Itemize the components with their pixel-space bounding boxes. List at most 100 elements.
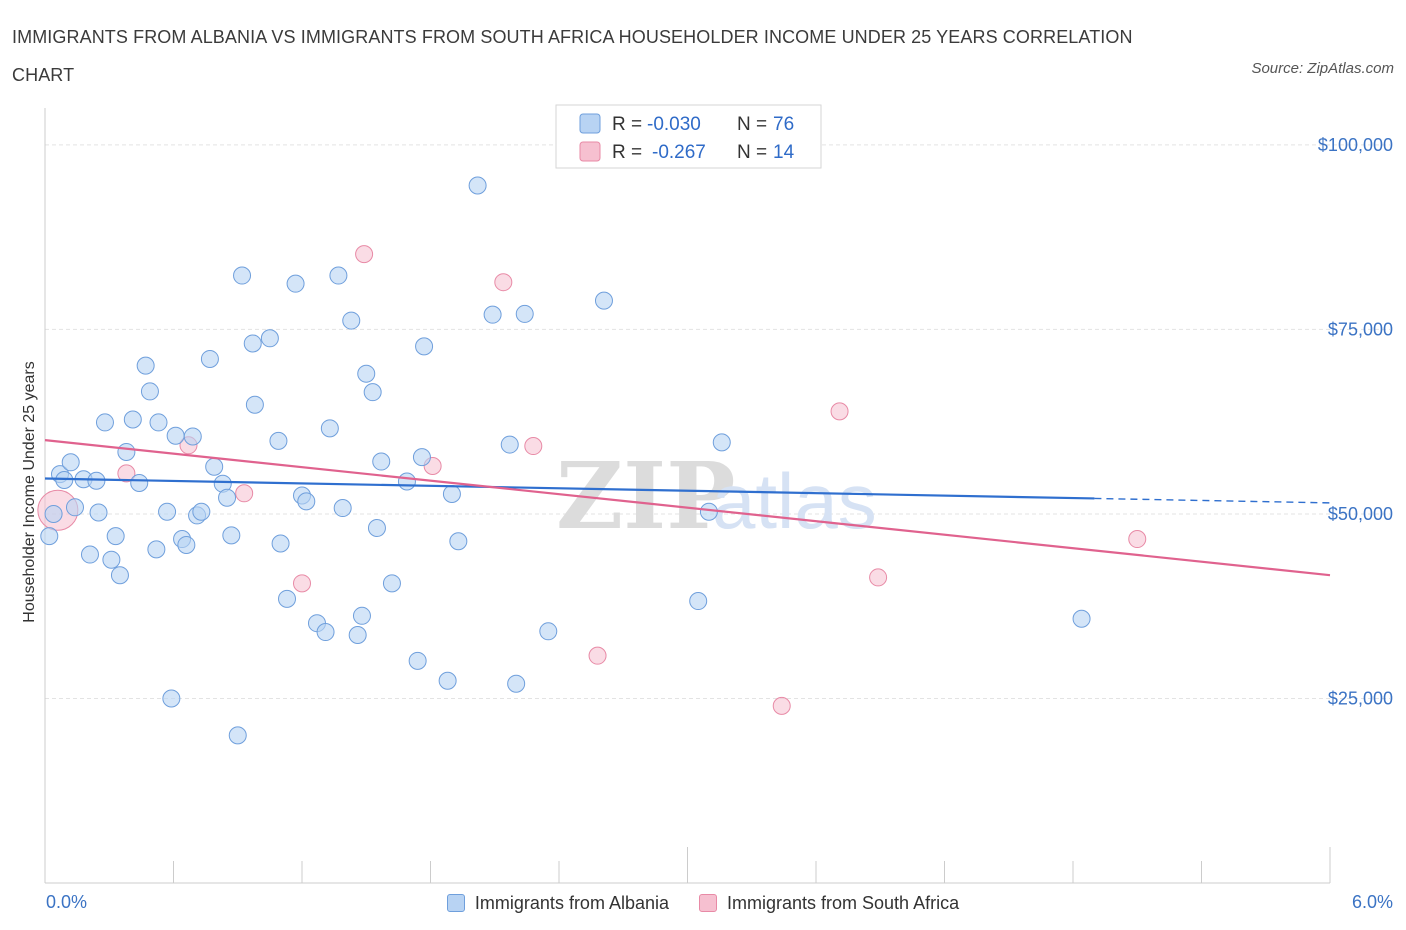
stats-legend-n-value-albania: 76 bbox=[773, 114, 794, 135]
albania-point-57 bbox=[382, 574, 401, 593]
albania-point-61 bbox=[415, 337, 434, 356]
x-tick-label-0: 0.0% bbox=[46, 892, 87, 912]
series-legend-label-albania: Immigrants from Albania bbox=[474, 892, 669, 913]
series-legend-swatch-south-africa bbox=[699, 894, 717, 912]
stats-legend-n-label-south-africa: N = bbox=[737, 142, 767, 163]
albania-point-16 bbox=[130, 473, 149, 492]
stats-legend-r-label-south-africa: R = bbox=[612, 142, 642, 163]
albania-point-25 bbox=[177, 535, 196, 554]
albania-point-23 bbox=[166, 426, 185, 445]
south-africa-point-8 bbox=[524, 437, 543, 456]
albania-point-17 bbox=[136, 356, 155, 375]
series-legend-item-albania: Immigrants from Albania bbox=[446, 892, 669, 914]
x-tick-label-1: 6.0% bbox=[1352, 892, 1393, 912]
south-africa-point-11 bbox=[830, 402, 849, 421]
albania-point-40 bbox=[271, 534, 290, 553]
south-africa-point-9 bbox=[588, 646, 607, 665]
albania-point-37 bbox=[245, 395, 264, 414]
albania-point-0 bbox=[40, 527, 59, 546]
albania-point-15 bbox=[123, 410, 142, 429]
albania-point-72 bbox=[689, 592, 708, 611]
albania-point-71 bbox=[594, 291, 613, 310]
albania-point-56 bbox=[372, 452, 391, 471]
stats-legend-n-value-south-africa: 14 bbox=[773, 142, 795, 163]
y-tick-label-0: $25,000 bbox=[1328, 688, 1393, 708]
albania-point-12 bbox=[106, 527, 125, 546]
albania-point-29 bbox=[200, 349, 219, 368]
south-africa-point-1 bbox=[117, 464, 136, 483]
albania-point-51 bbox=[348, 626, 367, 644]
albania-point-58 bbox=[397, 472, 416, 491]
south-africa-point-12 bbox=[869, 568, 888, 587]
albania-point-18 bbox=[140, 382, 159, 401]
albania-point-60 bbox=[412, 448, 431, 467]
albania-point-46 bbox=[316, 623, 335, 642]
albania-point-67 bbox=[500, 435, 519, 454]
y-axis-label: Householder Income Under 25 years bbox=[21, 361, 38, 622]
albania-point-63 bbox=[442, 485, 461, 504]
albania-point-53 bbox=[357, 364, 376, 383]
y-tick-labels: $25,000 $50,000 $75,000 $100,000 bbox=[1318, 135, 1393, 709]
albania-point-41 bbox=[278, 589, 297, 608]
series-legend: Immigrants from Albania Immigrants from … bbox=[0, 888, 1406, 918]
albania-point-74 bbox=[712, 433, 731, 452]
albania-point-62 bbox=[438, 671, 457, 690]
albania-point-13 bbox=[110, 566, 129, 585]
albania-trend-line bbox=[44, 477, 1095, 500]
grid-lines bbox=[45, 144, 1390, 699]
x-tick-labels: 0.0% 6.0% bbox=[46, 892, 1393, 912]
albania-point-5 bbox=[65, 498, 84, 517]
stats-legend: R = -0.030 N = 76 R = -0.267 N = 14 bbox=[555, 104, 822, 169]
albania-point-59 bbox=[408, 651, 427, 670]
albania-point-32 bbox=[218, 488, 237, 507]
series-legend-label-south-africa: Immigrants from South Africa bbox=[727, 892, 960, 913]
albania-point-10 bbox=[95, 413, 114, 432]
albania-point-22 bbox=[162, 689, 181, 708]
albania-point-21 bbox=[158, 502, 177, 521]
albania-point-50 bbox=[342, 311, 361, 330]
south-africa-point-10 bbox=[772, 696, 791, 715]
albania-point-73 bbox=[699, 502, 718, 521]
stats-legend-r-label-albania: R = bbox=[612, 114, 642, 135]
albania-point-48 bbox=[329, 266, 348, 285]
albania-point-52 bbox=[352, 606, 371, 625]
south-africa-point-13 bbox=[1128, 530, 1147, 549]
series-legend-swatch-albania bbox=[446, 894, 465, 912]
chart-source: Source: ZipAtlas.com bbox=[1251, 60, 1394, 77]
y-tick-label-1: $50,000 bbox=[1328, 504, 1393, 524]
south-africa-point-4 bbox=[293, 574, 311, 593]
albania-point-9 bbox=[89, 503, 108, 522]
albania-point-34 bbox=[228, 726, 247, 745]
stats-legend-swatch-albania bbox=[579, 113, 601, 134]
albania-point-4 bbox=[61, 453, 80, 472]
stats-legend-r-value-south-africa: -0.267 bbox=[652, 142, 706, 163]
albania-point-7 bbox=[80, 545, 99, 564]
albania-point-1 bbox=[44, 504, 63, 523]
albania-point-8 bbox=[87, 471, 106, 490]
albania-point-75 bbox=[1072, 609, 1091, 628]
albania-points bbox=[40, 176, 1091, 745]
albania-point-68 bbox=[507, 674, 526, 693]
albania-point-44 bbox=[297, 492, 316, 511]
albania-point-66 bbox=[483, 305, 502, 324]
albania-point-69 bbox=[515, 304, 534, 323]
albania-point-65 bbox=[468, 176, 487, 195]
south-africa-trend-line bbox=[44, 439, 1331, 577]
south-africa-point-5 bbox=[355, 245, 374, 264]
trend-lines bbox=[44, 439, 1331, 577]
albania-point-49 bbox=[333, 499, 352, 518]
albania-point-19 bbox=[147, 540, 166, 559]
albania-point-20 bbox=[149, 413, 168, 432]
y-tick-label-2: $75,000 bbox=[1328, 319, 1393, 339]
albania-point-35 bbox=[233, 266, 252, 285]
albania-point-55 bbox=[367, 518, 386, 537]
watermark-atlas: atlas bbox=[712, 457, 877, 545]
albania-point-26 bbox=[183, 427, 202, 446]
albania-point-39 bbox=[269, 431, 288, 450]
albania-point-30 bbox=[205, 457, 224, 476]
albania-point-36 bbox=[243, 334, 262, 353]
albania-trend-line-extension bbox=[1094, 497, 1331, 504]
albania-point-70 bbox=[539, 622, 558, 641]
chart-title: IMMIGRANTS FROM ALBANIA VS IMMIGRANTS FR… bbox=[12, 27, 1133, 85]
